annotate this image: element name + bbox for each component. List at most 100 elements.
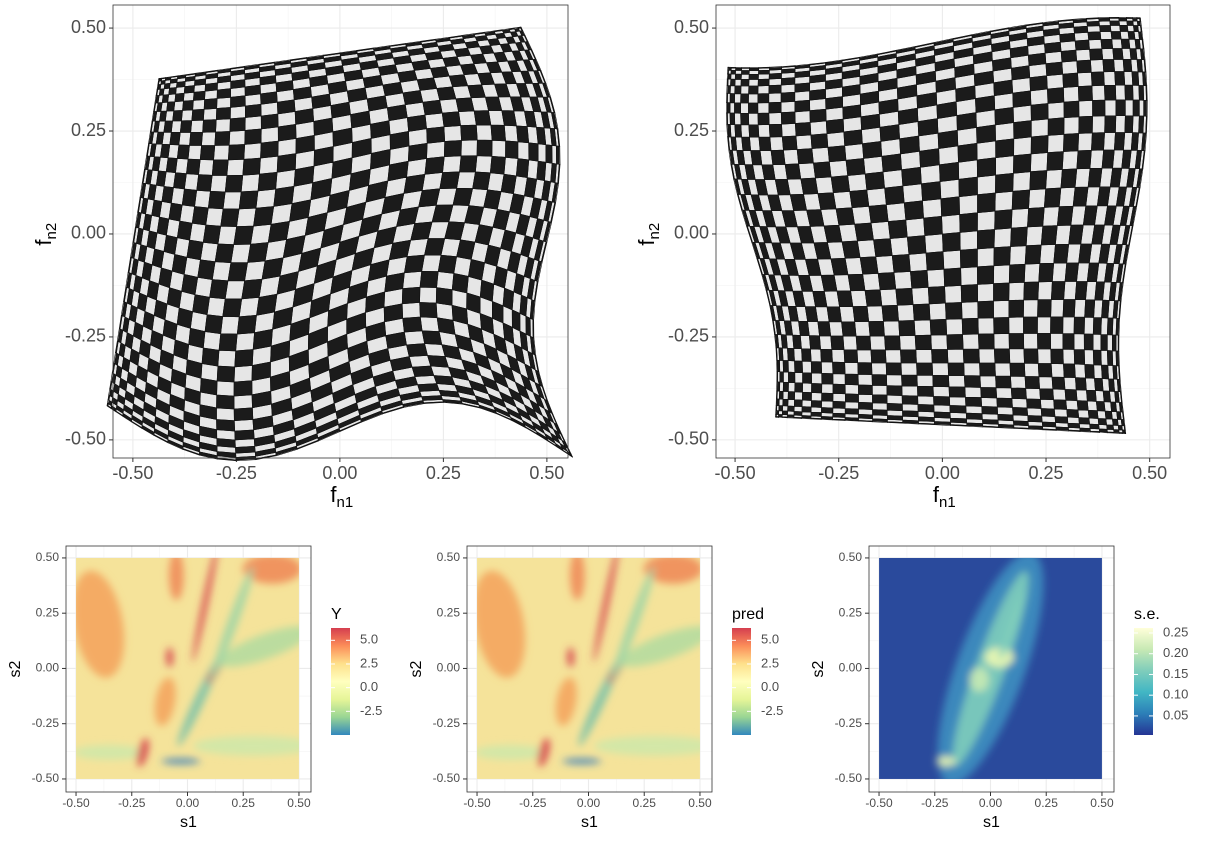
y-axis-title: f [31,239,56,246]
y-axis-title: s2 [408,660,425,677]
heatmap-blob [537,738,550,767]
x-tick-label: -0.50 [865,796,893,810]
x-axis-title: f [933,482,940,507]
colorbar-label: 5.0 [761,632,779,647]
y-tick-label: 0.50 [36,550,60,564]
heatmap-blob [76,745,147,760]
x-tick-label: 0.00 [176,796,200,810]
colorbar-label: 0.05 [1163,707,1188,722]
x-tick-label: 0.50 [287,796,311,810]
heatmap [76,557,299,779]
x-axis-title-sub: n1 [337,494,354,511]
x-tick-label: 0.00 [577,796,601,810]
heatmap-blob [555,677,577,726]
panel-border [65,545,312,793]
heatmap-blob [570,557,585,601]
heatmap-texture [76,557,299,767]
x-tick-label: 0.25 [1035,796,1059,810]
y-tick-label: -0.50 [433,771,461,785]
colorbar-label: 2.5 [761,655,779,670]
x-tick-label: 0.25 [232,796,256,810]
x-axis-title: f [330,482,337,507]
legend-title: s.e. [1134,606,1160,623]
x-tick-label: -0.25 [921,796,949,810]
y-tick-label: 0.25 [71,120,106,140]
colorbar-label: 0.0 [761,679,779,694]
y-tick-label: -0.50 [835,771,863,785]
y-axis-title-sub: n2 [646,223,663,240]
x-tick-label: 0.25 [426,463,461,483]
x-tick-label: 0.50 [1132,463,1167,483]
heatmap-blob [193,735,299,756]
heatmap-blob [620,625,700,667]
y-tick-label: 0.25 [437,605,461,619]
y-tick-label: 0.00 [674,223,709,243]
x-axis-title: s1 [983,814,1000,831]
heatmap-blob [611,566,655,683]
x-tick-label: 0.00 [979,796,1003,810]
heatmap-blob [219,625,299,667]
heatmap-blob [594,735,700,756]
heatmap-blob [154,677,176,726]
y-tick-label: -0.25 [835,716,863,730]
y-tick-label: 0.00 [36,661,60,675]
y-tick-label: -0.50 [65,429,106,449]
x-tick-label: -0.25 [118,796,146,810]
y-tick-label: 0.00 [839,661,863,675]
x-tick-label: 0.25 [633,796,657,810]
y-axis-title: f [634,239,659,246]
heatmap-blob [136,738,149,767]
y-axis-title: s2 [7,660,24,677]
panel: -0.50 -0.25 0.00 0.25 0.50 -0.50 -0.25 0.00 0.25… [634,4,1171,511]
y-tick-label: -0.50 [668,429,709,449]
heatmap-blob [169,557,184,601]
panel-border [715,4,1171,459]
y-tick-label: 0.00 [71,223,106,243]
x-tick-label: -0.50 [62,796,90,810]
x-tick-label: 0.50 [1090,796,1114,810]
y-tick-label: 0.50 [674,17,709,37]
colorbar-label: 0.25 [1163,624,1188,639]
colorbar [1134,628,1153,735]
y-tick-label: 0.00 [437,661,461,675]
heatmap-blob [566,647,575,668]
colorbar-label: -2.5 [761,703,783,718]
heatmap-blob [477,745,548,760]
heatmap-blob [643,557,700,584]
heatmap-blob [210,566,254,683]
x-tick-label: -0.25 [216,463,257,483]
x-axis-title: s1 [180,814,197,831]
x-axis-title-sub: n1 [939,494,956,511]
panel-border [466,545,713,793]
heatmap-blob [242,557,299,584]
panel: -0.50 -0.25 0.00 0.25 0.50 -0.50 -0.25 0.00 0.25… [408,545,783,831]
checker-dark [726,16,1148,434]
heatmap-blob [984,647,1015,668]
y-tick-label: 0.50 [437,550,461,564]
x-tick-label: 0.25 [1029,463,1064,483]
heatmap [477,557,700,779]
x-tick-label: 0.50 [688,796,712,810]
x-tick-label: -0.25 [519,796,547,810]
heatmap-blob [76,570,125,678]
panel-border [112,4,569,459]
y-tick-label: 0.25 [36,605,60,619]
colorbar-label: -2.5 [360,703,382,718]
y-tick-label: -0.25 [433,716,461,730]
panel-border [868,545,1115,793]
y-tick-label: 0.50 [839,550,863,564]
heatmap-blob [477,570,526,678]
x-tick-label: 0.50 [529,463,564,483]
x-tick-label: -0.50 [715,463,756,483]
x-axis-title: s1 [581,814,598,831]
colorbar-label: 0.0 [360,679,378,694]
y-tick-label: 0.25 [839,605,863,619]
heatmap-blob [969,667,990,692]
y-tick-label: -0.50 [32,771,60,785]
legend-title: Y [331,606,342,623]
colorbar-label: 0.10 [1163,687,1188,702]
y-tick-label: -0.25 [32,716,60,730]
heatmap-texture [936,557,1044,779]
